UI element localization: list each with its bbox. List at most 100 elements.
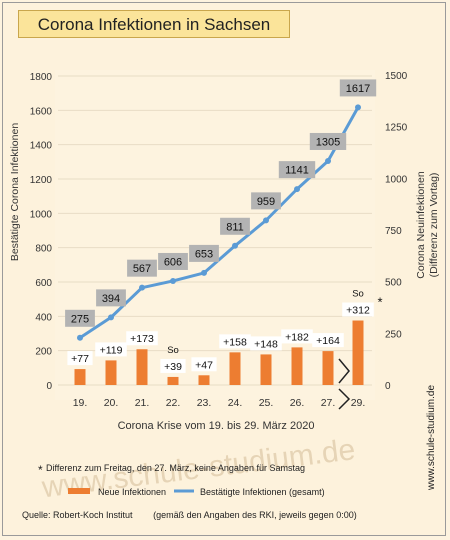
line-label: 394 bbox=[102, 293, 120, 305]
line-label-box bbox=[189, 244, 219, 262]
bar-label: +158 bbox=[223, 336, 247, 348]
right-tick-label: 750 bbox=[385, 226, 402, 237]
line-point bbox=[170, 277, 176, 284]
y-axis-right-label-1: Corona Neuinfektionen bbox=[415, 171, 427, 279]
bar-label-box bbox=[281, 329, 313, 344]
left-tick-label: 1400 bbox=[30, 141, 53, 152]
line-label-box bbox=[278, 161, 316, 179]
x-category-label: 23. bbox=[197, 397, 212, 409]
bar-label: +312 bbox=[346, 305, 370, 317]
bar-label-box bbox=[219, 334, 251, 349]
axis-break-mark bbox=[338, 358, 350, 384]
bar-label-box bbox=[250, 336, 282, 351]
title-box: Corona Infektionen in Sachsen bbox=[18, 10, 290, 38]
y-axis-left-label: Bestätigte Corona Infektionen bbox=[9, 123, 21, 262]
line-point bbox=[77, 334, 83, 341]
line-label: 1617 bbox=[346, 83, 370, 95]
left-tick-label: 400 bbox=[35, 312, 52, 323]
annotation-sunday: So bbox=[167, 345, 179, 356]
source: Quelle: Robert-Koch Institut bbox=[22, 510, 133, 520]
source-line: Quelle: Robert-Koch Institut (gemäß den … bbox=[22, 510, 375, 520]
right-tick-label: 0 bbox=[385, 381, 391, 392]
line-point bbox=[232, 242, 238, 249]
left-tick-label: 600 bbox=[35, 278, 52, 289]
left-tick-label: 1600 bbox=[30, 106, 53, 117]
line-label: 567 bbox=[133, 263, 151, 275]
x-category-label: 26. bbox=[290, 397, 305, 409]
bar-label-box bbox=[95, 342, 127, 357]
line-label-box bbox=[65, 309, 95, 327]
line-label: 275 bbox=[71, 313, 89, 325]
bar-label: +39 bbox=[164, 361, 182, 373]
line-label: 653 bbox=[195, 248, 213, 260]
left-tick-label: 1800 bbox=[30, 72, 53, 83]
bar-label: +173 bbox=[130, 333, 154, 345]
line-label-box bbox=[158, 252, 188, 270]
line-label-box bbox=[96, 289, 126, 307]
bar-label-box bbox=[312, 333, 344, 348]
bar-label: +148 bbox=[254, 338, 278, 350]
line-series: 275 394 567 606 653 811 959 1141 1305 1617 bbox=[65, 79, 377, 341]
bar-label-box bbox=[126, 331, 158, 346]
x-category-label: 22. bbox=[166, 397, 181, 409]
line-label: 1141 bbox=[285, 165, 309, 177]
bar bbox=[74, 369, 86, 385]
line-label-box bbox=[127, 259, 157, 277]
x-category-label: 19. bbox=[73, 397, 88, 409]
bar-label: +164 bbox=[316, 335, 340, 347]
bar bbox=[352, 320, 364, 385]
bar-series: +77 +119 +173 +39 +47 +158 +148 +182 +164 +312 So S… bbox=[67, 289, 383, 385]
left-tick-label: 0 bbox=[46, 381, 52, 392]
x-category-label: 29. bbox=[351, 397, 366, 409]
footnote-marker: * bbox=[38, 463, 43, 477]
bar bbox=[136, 349, 148, 385]
line-label-box bbox=[251, 192, 281, 210]
bar-label-box bbox=[191, 357, 217, 372]
x-category-label: 24. bbox=[228, 397, 243, 409]
line-point bbox=[325, 157, 331, 164]
left-tick-label: 1200 bbox=[30, 175, 53, 186]
bar-label: +47 bbox=[195, 359, 213, 371]
axis-break-mark bbox=[338, 388, 351, 410]
line-point bbox=[201, 269, 207, 276]
bar bbox=[322, 351, 334, 385]
right-tick-label: 500 bbox=[385, 278, 402, 289]
legend-bar-label: Neue Infektionen bbox=[98, 487, 166, 497]
line-point bbox=[108, 314, 114, 321]
line-label: 606 bbox=[164, 256, 182, 268]
bar-label: +182 bbox=[285, 331, 309, 343]
left-tick-label: 1000 bbox=[30, 209, 53, 220]
bar-label: +77 bbox=[71, 353, 89, 365]
footnote: Differenz zum Freitag, den 27. März, kei… bbox=[46, 463, 305, 473]
legend-bar-swatch bbox=[68, 488, 90, 494]
line-point bbox=[139, 284, 145, 291]
bar-label-box bbox=[160, 358, 186, 373]
x-axis-categories: 19. 20. 21. 22. 23. 24. 25. 26. 27. 29. bbox=[73, 397, 366, 409]
left-tick-label: 200 bbox=[35, 347, 52, 358]
annotation-asterisk: * bbox=[377, 295, 382, 310]
line-point bbox=[294, 186, 300, 193]
bar bbox=[291, 347, 303, 385]
line-label: 959 bbox=[257, 196, 275, 208]
right-tick-label: 1250 bbox=[385, 123, 408, 134]
left-axis-ticks: 0 200 400 600 800 1000 1200 1400 1600 1800 bbox=[30, 72, 53, 392]
x-category-label: 27. bbox=[321, 397, 336, 409]
axis-break bbox=[338, 358, 351, 410]
x-category-label: 20. bbox=[104, 397, 119, 409]
bar bbox=[229, 352, 241, 385]
line-label-box bbox=[339, 79, 377, 97]
x-category-label: 25. bbox=[259, 397, 274, 409]
bar-label: +119 bbox=[100, 344, 123, 356]
bar bbox=[105, 360, 117, 385]
y-axis-right-label-2: (Differenz zum Vortag) bbox=[428, 173, 440, 278]
left-tick-label: 800 bbox=[35, 244, 52, 255]
bar bbox=[198, 375, 210, 385]
line-label-box bbox=[220, 217, 250, 235]
line-label: 1305 bbox=[316, 136, 340, 148]
legend-line-label: Bestätigte Infektionen (gesamt) bbox=[200, 487, 325, 497]
annotation-sunday: So bbox=[352, 289, 364, 300]
bar-label-box bbox=[342, 302, 374, 317]
right-axis-ticks: 0 250 500 750 1000 1250 1500 bbox=[385, 71, 408, 392]
bar-label-box bbox=[67, 351, 93, 366]
